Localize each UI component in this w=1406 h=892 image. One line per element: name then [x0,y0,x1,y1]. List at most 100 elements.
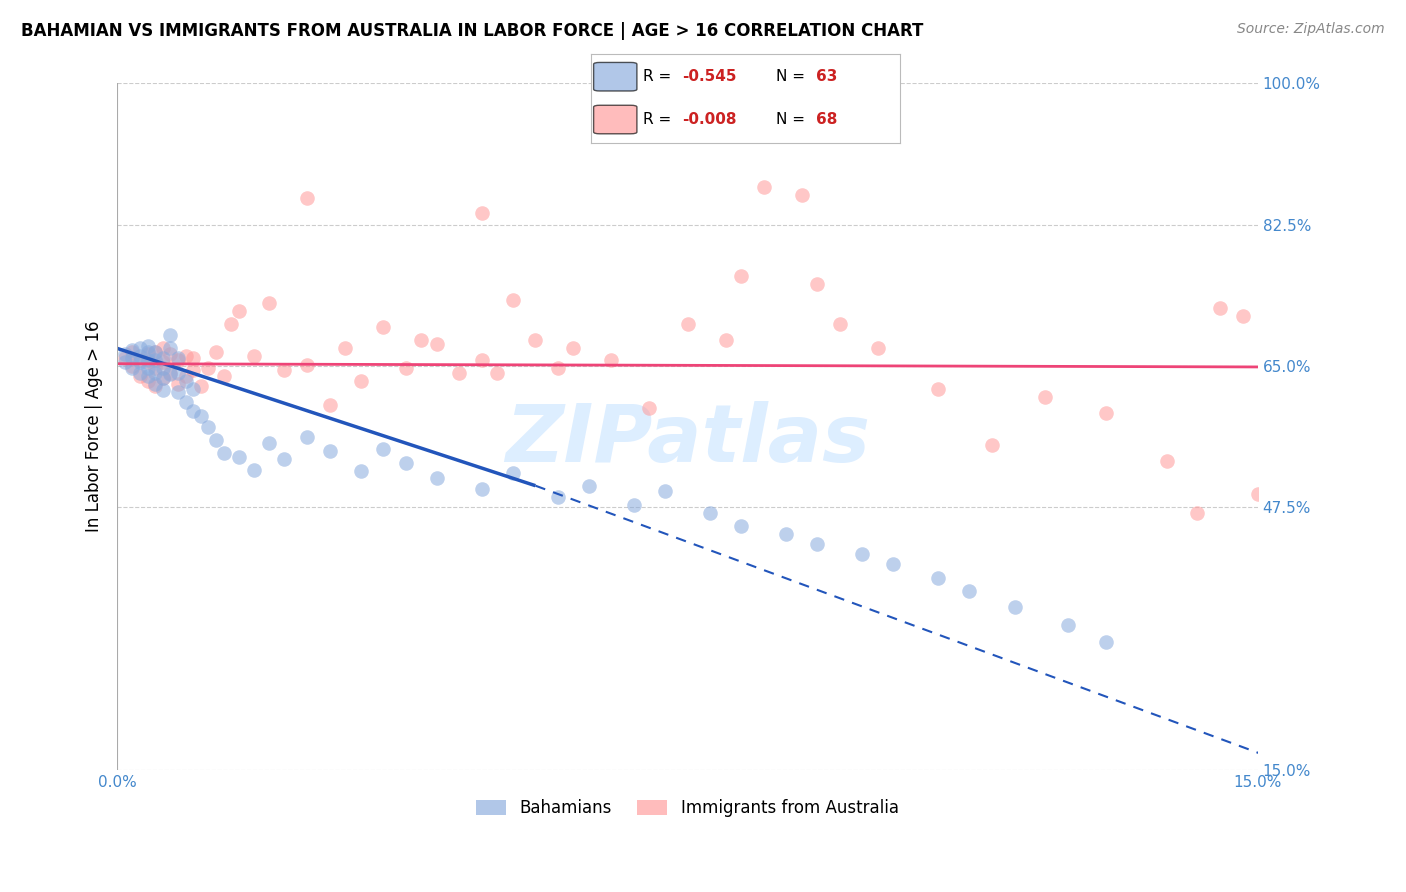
Point [524,333,547,347]
Point [152,360,174,375]
Text: -0.008: -0.008 [682,112,737,127]
Point [349,374,371,388]
Point [828,317,851,331]
Point [486,366,509,380]
Point [121,360,143,375]
Point [136,347,159,361]
Point [373,320,395,334]
Point [1094,635,1116,649]
Point [319,398,342,412]
Point [730,519,752,533]
Point [121,351,143,365]
Point [1156,454,1178,468]
Point [426,336,449,351]
Point [197,419,219,434]
Point [114,351,136,365]
Point [212,368,235,383]
Point [174,395,197,409]
Text: R =: R = [643,112,676,127]
Point [167,366,190,380]
Point [1056,617,1078,632]
Text: Source: ZipAtlas.com: Source: ZipAtlas.com [1237,22,1385,37]
Point [730,268,752,283]
Point [143,366,166,380]
Point [1004,599,1026,614]
Point [957,583,980,598]
Point [121,343,143,357]
Point [219,317,242,331]
Point [980,438,1002,452]
Text: R =: R = [643,69,676,84]
Point [190,379,212,393]
Point [273,363,295,377]
Point [181,382,204,396]
Point [471,482,494,496]
Point [297,358,319,372]
Point [228,450,250,464]
Point [152,351,174,365]
Point [159,342,181,356]
Point [136,355,159,369]
Y-axis label: In Labor Force | Age > 16: In Labor Force | Age > 16 [86,321,103,533]
Point [927,571,949,585]
Point [851,547,873,561]
Text: N =: N = [776,69,810,84]
Text: -0.545: -0.545 [682,69,737,84]
Point [129,352,152,367]
Point [181,403,204,417]
Point [129,355,152,369]
Point [471,205,494,219]
Point [228,304,250,318]
Point [143,352,166,367]
Point [335,342,357,356]
Point [174,350,197,364]
Point [623,498,645,512]
Point [882,557,904,571]
Point [866,342,889,356]
Point [205,344,228,359]
Point [136,368,159,383]
Point [297,430,319,444]
FancyBboxPatch shape [593,105,637,134]
Text: N =: N = [776,112,810,127]
Point [159,347,181,361]
Point [752,179,775,194]
Point [143,360,166,375]
Point [159,366,181,380]
Point [273,452,295,467]
Point [638,401,661,416]
Text: 63: 63 [817,69,838,84]
Point [600,352,623,367]
Point [167,352,190,367]
Point [395,360,418,375]
Point [562,342,585,356]
Point [212,446,235,460]
Point [790,188,813,202]
Text: BAHAMIAN VS IMMIGRANTS FROM AUSTRALIA IN LABOR FORCE | AGE > 16 CORRELATION CHAR: BAHAMIAN VS IMMIGRANTS FROM AUSTRALIA IN… [21,22,924,40]
Point [136,352,159,367]
Point [121,344,143,359]
Point [129,368,152,383]
Point [174,368,197,383]
Point [129,366,152,380]
Point [136,374,159,388]
Point [297,191,319,205]
Point [129,350,152,364]
Point [426,470,449,484]
Point [114,355,136,369]
Point [136,344,159,359]
Point [167,384,190,399]
Point [167,376,190,391]
Point [349,464,371,478]
Legend: Bahamians, Immigrants from Australia: Bahamians, Immigrants from Australia [470,792,905,823]
Point [1209,301,1232,315]
Point [143,344,166,359]
Point [167,351,190,365]
Point [259,435,281,450]
Point [927,382,949,396]
Point [152,371,174,385]
Point [319,444,342,458]
Point [502,293,524,307]
Point [411,333,433,347]
Point [174,374,197,388]
